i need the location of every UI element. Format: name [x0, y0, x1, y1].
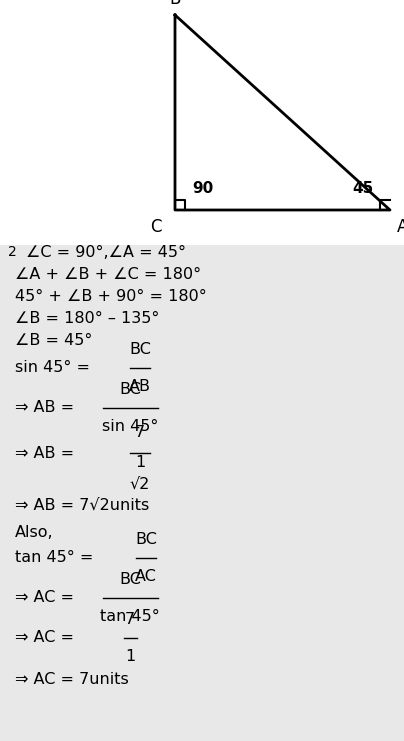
- Text: BC: BC: [119, 572, 141, 587]
- Text: tan 45°: tan 45°: [100, 609, 160, 624]
- Text: 7: 7: [135, 425, 145, 440]
- Text: BC: BC: [129, 342, 151, 357]
- Text: 1: 1: [135, 455, 145, 470]
- Text: sin 45°: sin 45°: [102, 419, 158, 434]
- Text: BC: BC: [135, 532, 157, 547]
- Text: Also,: Also,: [15, 525, 54, 540]
- Text: ∠B = 45°: ∠B = 45°: [15, 333, 93, 348]
- Text: AB: AB: [129, 379, 151, 394]
- Text: ⇒ AC =: ⇒ AC =: [15, 631, 74, 645]
- Bar: [0, 0, 404, 245]
- Text: √2: √2: [130, 477, 150, 492]
- Text: ⇒ AB = 7√2units: ⇒ AB = 7√2units: [15, 498, 149, 513]
- Text: 7: 7: [125, 612, 135, 627]
- Text: sin 45° =: sin 45° =: [15, 361, 90, 376]
- Text: ⇒ AB =: ⇒ AB =: [15, 445, 74, 460]
- Text: 2: 2: [8, 245, 17, 259]
- Text: ∠A + ∠B + ∠C = 180°: ∠A + ∠B + ∠C = 180°: [15, 267, 201, 282]
- Text: 90: 90: [192, 181, 213, 196]
- Text: ⇒ AC = 7units: ⇒ AC = 7units: [15, 672, 129, 687]
- Text: ⇒ AC =: ⇒ AC =: [15, 591, 74, 605]
- Text: B: B: [169, 0, 181, 8]
- Text: BC: BC: [119, 382, 141, 397]
- Text: 45° + ∠B + 90° = 180°: 45° + ∠B + 90° = 180°: [15, 289, 207, 304]
- Text: 1: 1: [125, 649, 135, 664]
- Text: 45: 45: [352, 181, 373, 196]
- Text: ∠B = 180° – 135°: ∠B = 180° – 135°: [15, 311, 159, 326]
- Text: C: C: [151, 218, 162, 236]
- Text: ∠C = 90°,∠A = 45°: ∠C = 90°,∠A = 45°: [26, 245, 186, 260]
- Text: ⇒ AB =: ⇒ AB =: [15, 400, 74, 416]
- Text: AC: AC: [135, 569, 157, 584]
- Bar: [0, 245, 404, 741]
- Text: A: A: [397, 218, 404, 236]
- Text: tan 45° =: tan 45° =: [15, 551, 93, 565]
